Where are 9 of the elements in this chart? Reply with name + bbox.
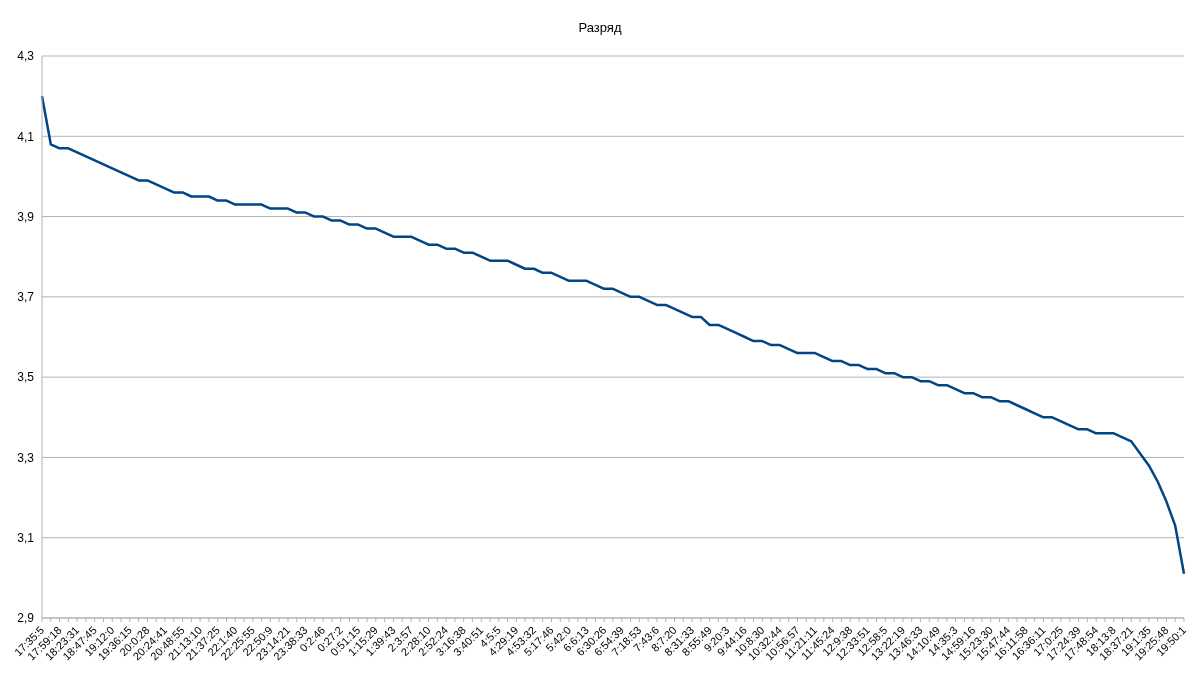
y-tick-label: 3,1 [17, 530, 35, 545]
y-tick-label: 3,5 [17, 370, 35, 385]
y-tick-label: 4,1 [17, 129, 35, 144]
chart-title: Разряд [577, 19, 623, 37]
y-tick-label: 3,7 [17, 290, 35, 305]
y-tick-label: 2,9 [17, 611, 35, 626]
y-tick-label: 3,9 [17, 209, 35, 224]
y-tick-label: 4,3 [17, 49, 35, 64]
y-tick-label: 3,3 [17, 450, 35, 465]
